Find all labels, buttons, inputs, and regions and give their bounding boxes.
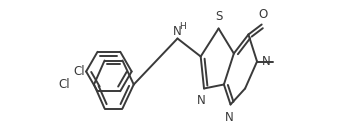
Text: O: O xyxy=(258,8,268,21)
Text: N: N xyxy=(173,25,182,38)
Text: H: H xyxy=(179,22,185,31)
Text: Cl: Cl xyxy=(59,78,70,91)
Text: N: N xyxy=(262,55,271,68)
Text: Cl: Cl xyxy=(73,65,85,78)
Text: N: N xyxy=(197,94,206,107)
Text: N: N xyxy=(225,111,234,124)
Text: S: S xyxy=(215,10,222,23)
